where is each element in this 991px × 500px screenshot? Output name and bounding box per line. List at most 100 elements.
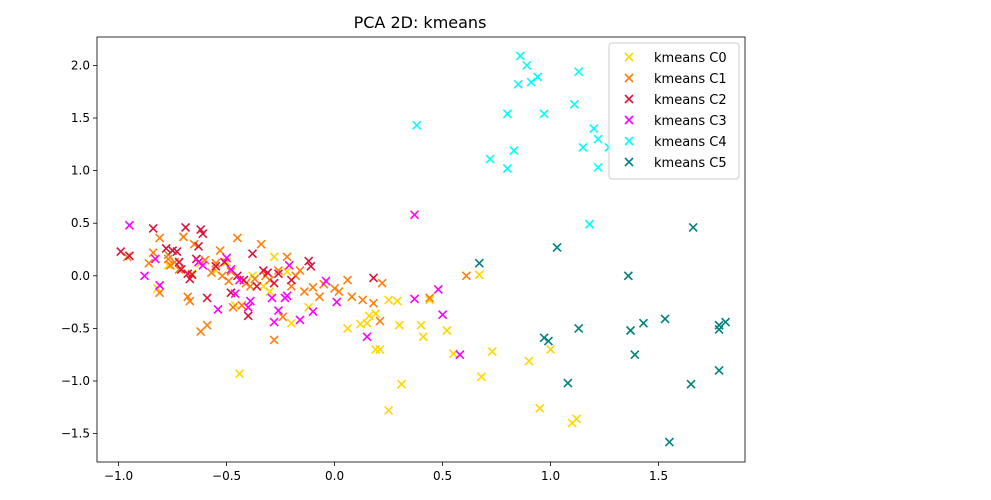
data-point-c5 bbox=[539, 333, 549, 343]
data-point-c3 bbox=[362, 332, 372, 342]
data-point-c5 bbox=[630, 350, 640, 360]
data-point-c0 bbox=[384, 405, 394, 416]
x-tick-label: 1.0 bbox=[541, 469, 560, 483]
chart-title: PCA 2D: kmeans bbox=[354, 13, 487, 32]
data-point-c2 bbox=[211, 261, 221, 271]
data-point-c3 bbox=[308, 307, 318, 317]
data-point-c1 bbox=[226, 267, 236, 277]
data-point-c1 bbox=[358, 295, 368, 305]
data-point-c0 bbox=[418, 332, 428, 342]
y-tick-label: 1.0 bbox=[71, 164, 90, 178]
data-point-c1 bbox=[265, 275, 275, 285]
data-point-c3 bbox=[409, 210, 420, 220]
x-tick-label: −0.5 bbox=[212, 469, 241, 483]
data-point-c5 bbox=[638, 318, 649, 328]
data-point-c5 bbox=[625, 325, 636, 336]
axes-frame bbox=[96, 36, 746, 463]
data-point-c5 bbox=[563, 378, 573, 388]
data-point-c0 bbox=[234, 369, 245, 379]
data-point-c5 bbox=[623, 271, 633, 281]
data-point-c1 bbox=[165, 260, 176, 270]
data-point-c1 bbox=[299, 287, 309, 297]
data-point-c2 bbox=[187, 270, 197, 280]
data-point-c4 bbox=[485, 154, 495, 164]
data-point-c0 bbox=[546, 344, 556, 355]
legend-marker-c1 bbox=[624, 73, 634, 83]
legend-box bbox=[608, 42, 740, 180]
data-point-c0 bbox=[371, 309, 381, 319]
data-point-c4 bbox=[509, 146, 519, 156]
data-point-c1 bbox=[144, 258, 154, 268]
data-point-c1 bbox=[314, 292, 325, 302]
data-point-c3 bbox=[213, 304, 223, 315]
data-point-c3 bbox=[269, 317, 279, 327]
data-point-c3 bbox=[139, 271, 150, 281]
data-point-c1 bbox=[334, 287, 344, 297]
data-point-c1 bbox=[273, 265, 284, 276]
data-point-c3 bbox=[193, 257, 204, 267]
series-c0 bbox=[152, 252, 582, 428]
data-point-c0 bbox=[371, 344, 381, 355]
data-point-c2 bbox=[172, 247, 182, 257]
data-point-c5 bbox=[688, 222, 698, 232]
data-point-c0 bbox=[282, 267, 292, 277]
data-point-c2 bbox=[161, 243, 171, 254]
data-point-c2 bbox=[198, 229, 208, 239]
y-tick-label: 2.0 bbox=[71, 58, 90, 72]
data-point-c2 bbox=[180, 222, 191, 232]
data-point-c1 bbox=[163, 254, 173, 264]
data-point-c0 bbox=[474, 270, 484, 280]
data-point-c1 bbox=[224, 276, 234, 286]
legend-label-c1: kmeans C1 bbox=[654, 72, 727, 87]
data-point-c3 bbox=[198, 260, 208, 270]
x-tick-label: −1.0 bbox=[104, 469, 133, 483]
data-point-c2 bbox=[243, 311, 253, 321]
data-point-c3 bbox=[230, 289, 240, 299]
data-point-c1 bbox=[215, 245, 225, 256]
data-point-c1 bbox=[256, 239, 266, 249]
data-point-c0 bbox=[571, 414, 582, 424]
y-tick-label: −1.0 bbox=[61, 374, 90, 388]
x-tick-label: 1.5 bbox=[649, 469, 668, 483]
legend-label-c0: kmeans C0 bbox=[654, 51, 727, 66]
data-point-c5 bbox=[543, 336, 554, 346]
data-point-c4 bbox=[502, 109, 512, 119]
data-point-c1 bbox=[228, 302, 238, 312]
data-point-c2 bbox=[124, 251, 134, 261]
data-point-c4 bbox=[515, 51, 525, 61]
x-tick-label: 0.5 bbox=[433, 469, 452, 483]
data-point-c0 bbox=[269, 252, 279, 262]
data-point-c0 bbox=[535, 403, 545, 413]
data-point-c2 bbox=[368, 273, 379, 283]
data-point-c2 bbox=[116, 247, 126, 257]
data-point-c5 bbox=[714, 365, 724, 376]
data-point-c2 bbox=[176, 264, 186, 275]
data-point-c3 bbox=[433, 284, 443, 295]
data-point-c2 bbox=[306, 261, 316, 271]
data-point-c4 bbox=[522, 60, 532, 70]
legend-label-c3: kmeans C3 bbox=[654, 114, 727, 129]
data-point-c2 bbox=[202, 293, 212, 303]
data-point-c5 bbox=[714, 324, 724, 335]
data-point-c1 bbox=[155, 233, 165, 243]
data-point-c3 bbox=[245, 296, 255, 306]
data-point-c1 bbox=[155, 288, 165, 298]
data-point-c4 bbox=[593, 162, 603, 173]
data-point-c2 bbox=[174, 257, 184, 267]
data-point-c3 bbox=[155, 280, 165, 290]
legend-label-c2: kmeans C2 bbox=[654, 93, 727, 108]
data-point-c2 bbox=[273, 269, 284, 279]
data-point-c4 bbox=[539, 109, 549, 119]
data-point-c5 bbox=[574, 323, 584, 333]
data-point-c2 bbox=[263, 268, 273, 278]
data-point-c5 bbox=[660, 314, 670, 324]
data-point-c4 bbox=[513, 79, 523, 89]
data-point-c1 bbox=[269, 335, 279, 345]
data-point-c0 bbox=[384, 295, 394, 305]
data-point-c4 bbox=[412, 120, 422, 130]
data-point-c1 bbox=[461, 271, 471, 281]
x-tick-label: 0.0 bbox=[325, 469, 344, 483]
data-point-c0 bbox=[416, 320, 426, 330]
data-point-c3 bbox=[124, 220, 134, 230]
